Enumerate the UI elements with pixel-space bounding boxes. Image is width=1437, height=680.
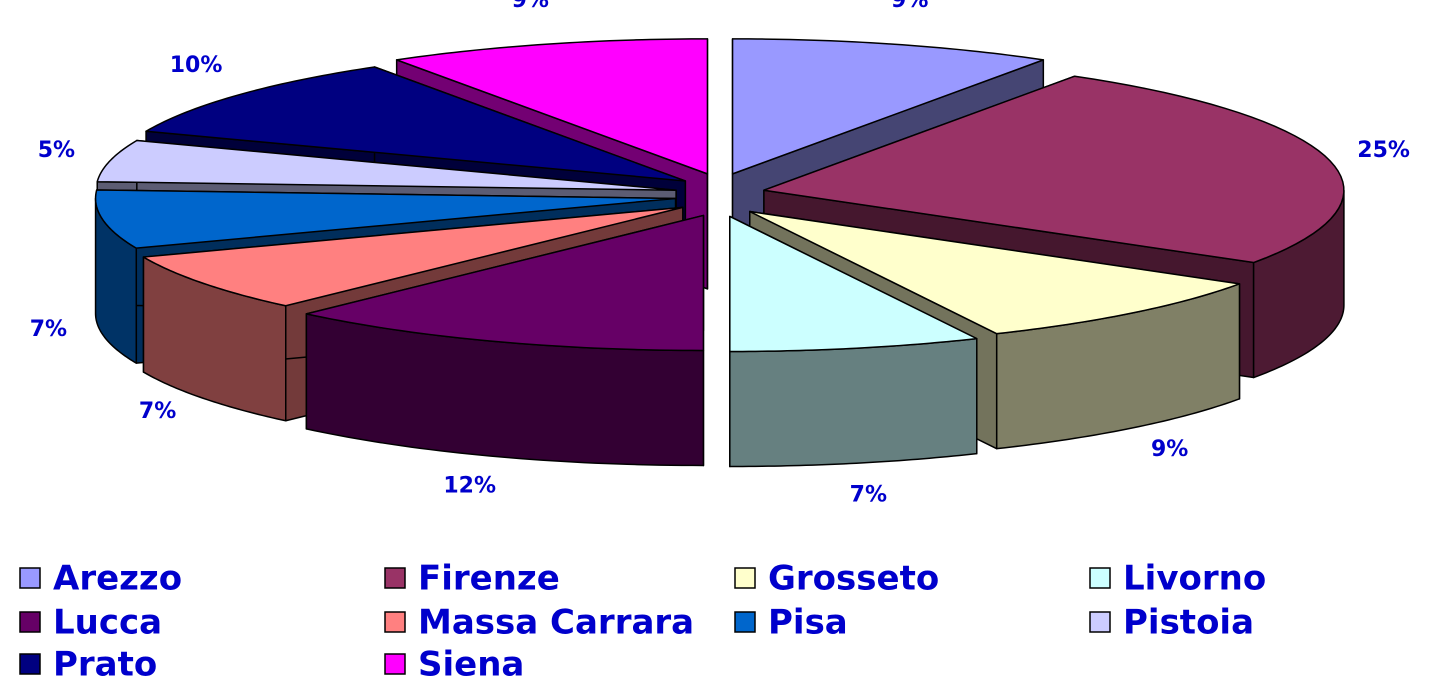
data-label: 10% bbox=[170, 53, 223, 78]
slice-top bbox=[142, 206, 684, 307]
legend-swatch bbox=[384, 653, 406, 675]
slice-wall bbox=[729, 337, 978, 468]
legend-swatch bbox=[1089, 611, 1111, 633]
legend-swatch bbox=[19, 653, 41, 675]
data-label: 5% bbox=[38, 138, 75, 163]
slice-top bbox=[763, 75, 1345, 264]
data-label: 7% bbox=[139, 399, 176, 424]
slice bbox=[305, 214, 705, 467]
slice-top bbox=[749, 210, 1241, 335]
legend-label: Massa Carrara bbox=[418, 603, 694, 643]
slice-top bbox=[94, 189, 677, 249]
slice-top bbox=[395, 38, 709, 175]
data-label: 25% bbox=[1357, 138, 1410, 163]
slice-top bbox=[145, 66, 687, 182]
legend-label: Pistoia bbox=[1123, 603, 1254, 643]
data-label: 9% bbox=[1151, 437, 1188, 462]
slice-top bbox=[305, 214, 705, 352]
legend-label: Livorno bbox=[1123, 559, 1266, 599]
legend-label: Siena bbox=[418, 645, 524, 680]
slice-top bbox=[731, 38, 1045, 175]
slice bbox=[729, 215, 978, 468]
slice-top bbox=[729, 215, 978, 353]
legend-label: Firenze bbox=[418, 559, 560, 599]
data-label: 7% bbox=[30, 317, 67, 342]
legend-label: Prato bbox=[53, 645, 157, 680]
data-label: 9% bbox=[512, 0, 549, 13]
slice-top bbox=[96, 139, 677, 191]
legend-swatch bbox=[384, 567, 406, 589]
legend-label: Arezzo bbox=[53, 559, 182, 599]
legend-swatch bbox=[19, 611, 41, 633]
legend-swatch bbox=[1089, 567, 1111, 589]
legend-swatch bbox=[384, 611, 406, 633]
data-label: 12% bbox=[443, 473, 496, 498]
legend-swatch bbox=[734, 611, 756, 633]
legend-swatch bbox=[19, 567, 41, 589]
data-label: 7% bbox=[850, 483, 887, 508]
legend-swatch bbox=[734, 567, 756, 589]
data-label: 9% bbox=[891, 0, 928, 13]
legend-label: Lucca bbox=[53, 603, 162, 643]
legend-label: Grosseto bbox=[768, 559, 939, 599]
legend-label: Pisa bbox=[768, 603, 848, 643]
